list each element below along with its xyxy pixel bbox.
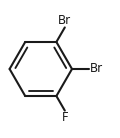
Text: F: F	[61, 111, 68, 124]
Text: Br: Br	[58, 14, 71, 27]
Text: Br: Br	[89, 63, 102, 75]
